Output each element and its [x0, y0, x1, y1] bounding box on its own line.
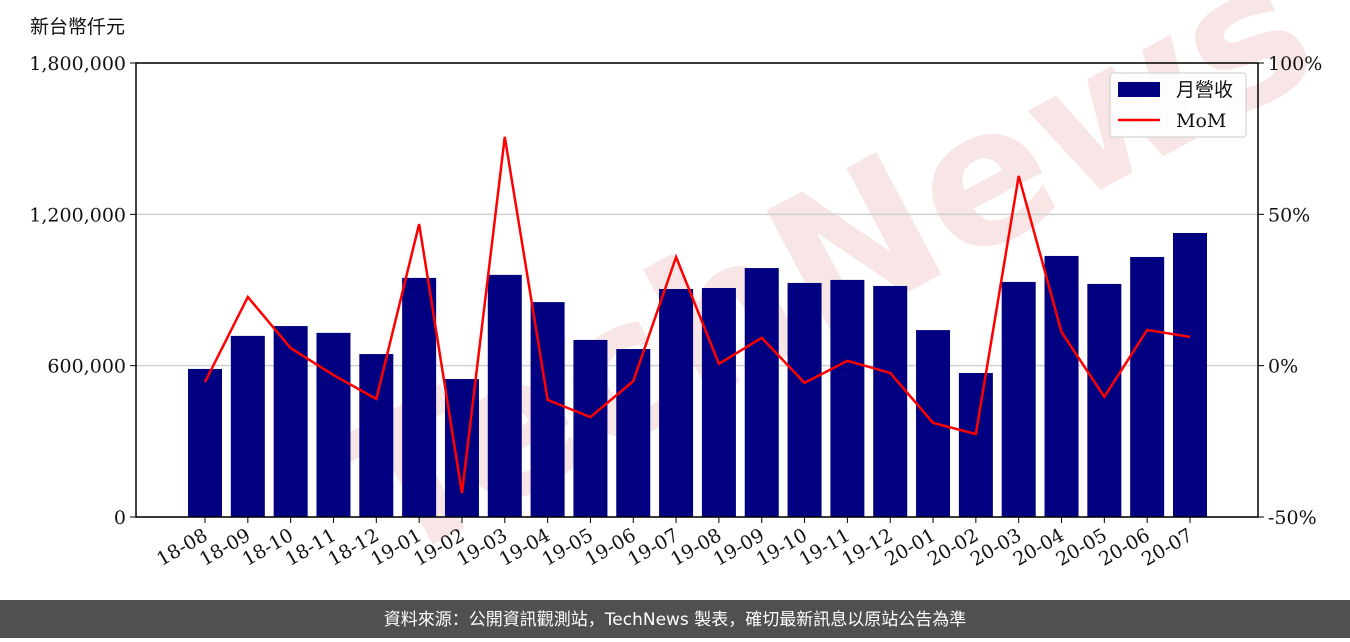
- plot-frame: [135, 62, 1259, 518]
- line: [203, 136, 1191, 494]
- y-tick-label: 1,200,000: [29, 204, 126, 226]
- y2-tick-label: 100%: [1268, 53, 1322, 75]
- legend-swatch: [1118, 82, 1160, 97]
- bar: [230, 335, 265, 517]
- y2-tick-label: -50%: [1268, 507, 1317, 529]
- x-tick-label: 20-07: [1138, 524, 1196, 570]
- y2-tick-label: 0%: [1268, 356, 1298, 378]
- bar: [1173, 232, 1207, 517]
- bar: [316, 332, 351, 517]
- bar: [402, 277, 437, 517]
- bar: [487, 274, 522, 517]
- bar: [701, 287, 736, 517]
- y-axis-label: 新台幣仟元: [30, 16, 125, 38]
- bar: [573, 339, 608, 517]
- y-tick-label: 1,800,000: [29, 53, 126, 75]
- bar: [1044, 255, 1079, 517]
- bar: [744, 268, 779, 517]
- bar: [616, 349, 651, 517]
- bar: [273, 326, 308, 517]
- source-note: 資料來源：公開資訊觀測站，TechNews 製表，確切最新訊息以原站公告為準: [384, 610, 966, 630]
- legend-label: MoM: [1176, 110, 1226, 132]
- bar: [659, 288, 694, 517]
- bar: [1087, 283, 1122, 517]
- footer-bar: [0, 600, 1350, 638]
- bar: [830, 279, 865, 517]
- bar: [958, 372, 993, 517]
- bar: [188, 368, 222, 517]
- bar: [1130, 256, 1165, 517]
- legend-label: 月營收: [1176, 79, 1233, 101]
- y-tick-label: 600,000: [47, 356, 126, 378]
- y-tick-label: 0: [114, 507, 126, 529]
- bar: [359, 354, 394, 517]
- bar: [1001, 281, 1036, 517]
- bar: [873, 285, 908, 517]
- bar: [787, 282, 822, 517]
- y2-tick-label: 50%: [1268, 204, 1310, 226]
